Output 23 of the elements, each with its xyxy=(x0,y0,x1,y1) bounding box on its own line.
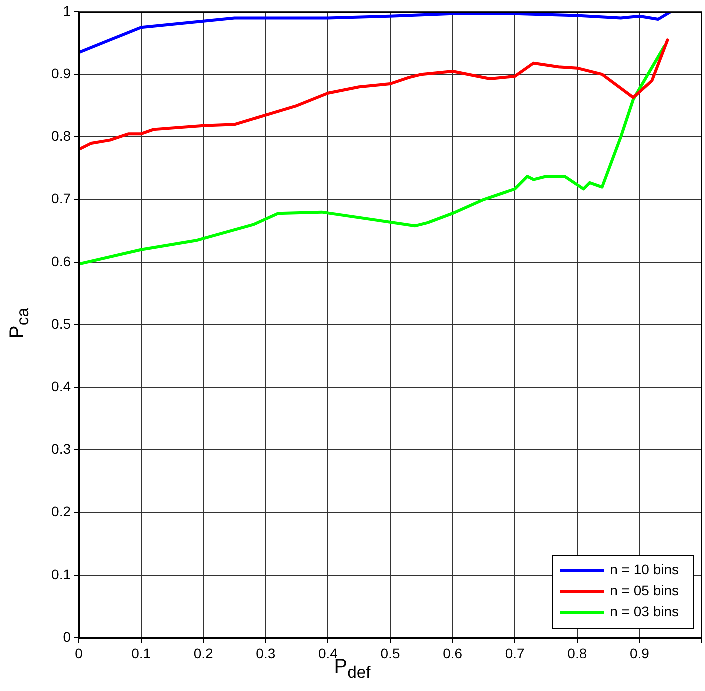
y-tick-label: 0.1 xyxy=(52,566,72,582)
y-tick-label: 0.9 xyxy=(52,65,72,82)
legend-label: n = 03 bins xyxy=(610,603,680,620)
y-tick-label: 0.7 xyxy=(52,190,72,207)
x-tick-label: 0.1 xyxy=(132,645,152,662)
x-tick-label: 0.5 xyxy=(380,645,400,662)
x-tick-label: 0.6 xyxy=(443,645,463,662)
y-tick-label: 1 xyxy=(63,2,72,19)
x-tick-label: 0.8 xyxy=(568,645,588,662)
y-tick-label: 0.8 xyxy=(52,128,72,144)
x-tick-label: 0.7 xyxy=(505,645,526,662)
y-tick-label: 0.5 xyxy=(52,316,72,332)
legend-label: n = 05 bins xyxy=(610,582,680,598)
y-tick-label: 0.4 xyxy=(52,378,72,394)
x-tick-label: 0.3 xyxy=(256,645,276,662)
y-tick-label: 0.6 xyxy=(52,253,72,270)
y-tick-label: 0.2 xyxy=(52,504,72,520)
x-tick-label: 0 xyxy=(75,645,84,662)
x-tick-label: 0.2 xyxy=(194,645,214,662)
y-tick-label: 0.3 xyxy=(52,441,72,458)
y-tick-label: 0 xyxy=(63,628,72,645)
x-tick-label: 0.9 xyxy=(630,645,650,662)
legend-label: n = 10 bins xyxy=(610,561,680,578)
